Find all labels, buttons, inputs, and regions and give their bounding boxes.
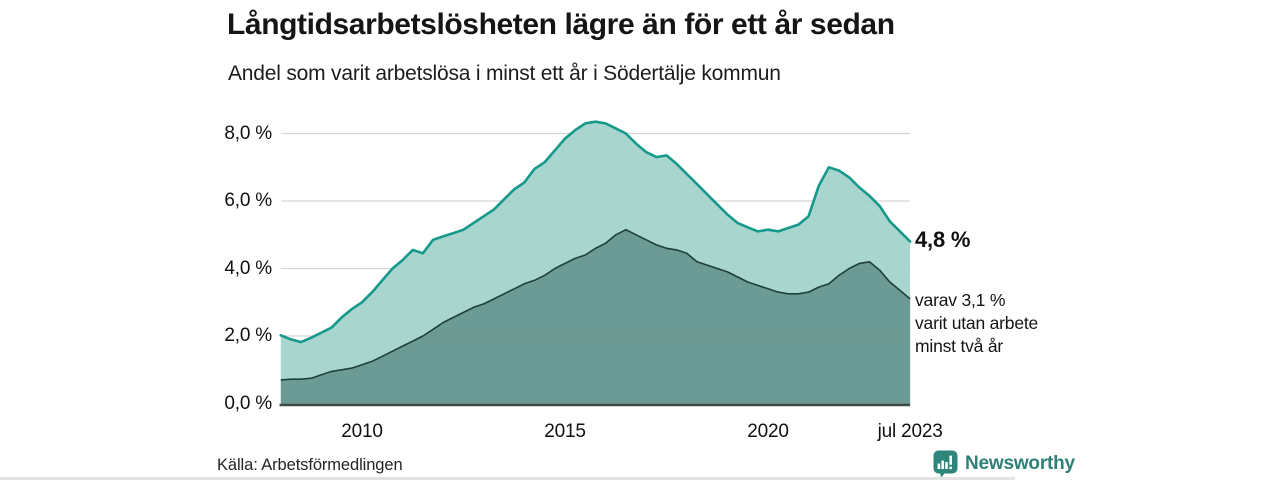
source-caption: Källa: Arbetsförmedlingen xyxy=(217,456,403,474)
y-tick-label: 2,0 % xyxy=(224,325,272,346)
x-tick-label: jul 2023 xyxy=(877,421,943,442)
line-two-year-series xyxy=(280,228,911,381)
newsworthy-wordmark: Newsworthy xyxy=(965,453,1075,474)
line-total-series xyxy=(279,120,912,344)
x-tick-label: 2010 xyxy=(341,421,383,442)
newsworthy-logo[interactable]: Newsworthy xyxy=(933,449,1075,479)
y-tick-label: 6,0 % xyxy=(224,190,272,211)
x-tick-label: 2015 xyxy=(544,421,586,442)
two-year-note-label: varav 3,1 % varit utan arbete minst två … xyxy=(915,290,1039,356)
y-tick-label: 0,0 % xyxy=(224,392,272,414)
bar-chart-map-marker-icon xyxy=(933,450,958,478)
chart-subtitle: Andel som varit arbetslösa i minst ett å… xyxy=(228,62,781,85)
card-bottom-edge xyxy=(0,477,1015,480)
y-tick-label: 4,0 % xyxy=(224,257,272,279)
area-two-year-series xyxy=(280,229,911,404)
chart-title: Långtidsarbetslösheten lägre än för ett … xyxy=(227,8,895,41)
latest-value-label: 4,8 % xyxy=(915,227,971,252)
y-tick-label: 8,0 % xyxy=(224,122,272,144)
x-tick-label: 2020 xyxy=(747,421,789,442)
